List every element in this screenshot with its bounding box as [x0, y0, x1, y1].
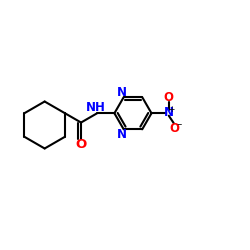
Text: O: O [170, 122, 180, 134]
Text: N: N [117, 128, 127, 141]
Text: O: O [164, 91, 174, 104]
Text: N: N [164, 106, 174, 119]
Text: +: + [168, 105, 175, 114]
Text: ⁻: ⁻ [176, 122, 182, 132]
Text: NH: NH [86, 101, 106, 114]
Text: O: O [76, 138, 87, 151]
Text: N: N [117, 86, 127, 99]
